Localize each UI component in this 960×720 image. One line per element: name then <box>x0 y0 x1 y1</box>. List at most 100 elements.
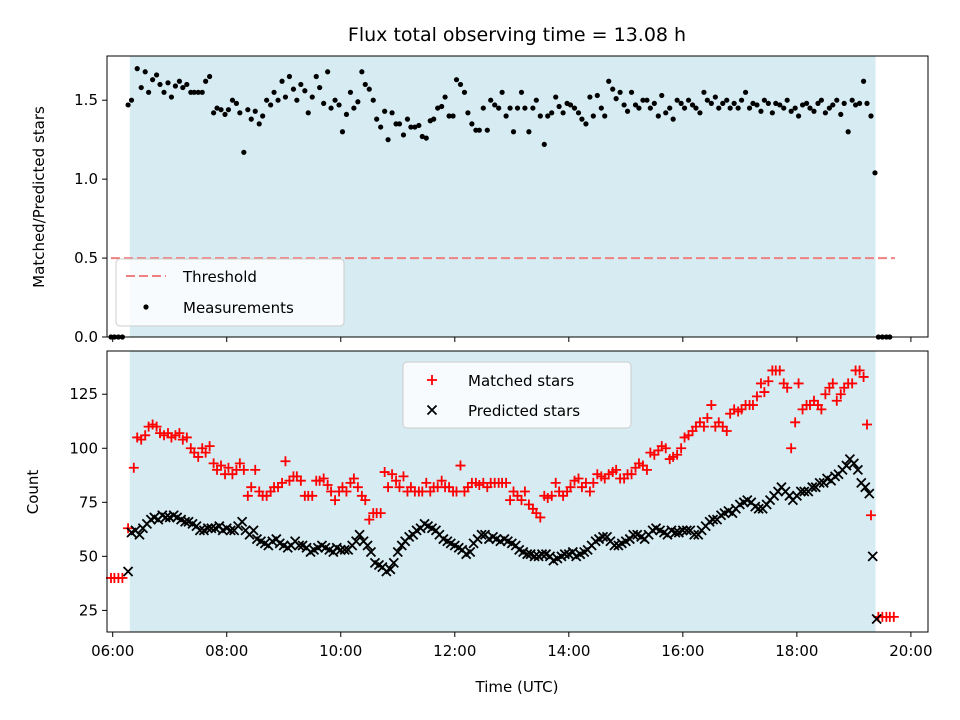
data-point <box>670 116 676 122</box>
data-point <box>613 96 619 102</box>
data-point <box>328 105 334 111</box>
data-point <box>375 508 386 519</box>
data-point <box>807 105 813 111</box>
data-point <box>408 124 414 130</box>
data-point <box>706 400 717 411</box>
data-point <box>830 102 836 108</box>
data-point <box>140 430 151 441</box>
data-point <box>602 113 608 119</box>
data-point <box>355 99 361 105</box>
data-point <box>461 89 468 95</box>
data-point <box>476 529 487 540</box>
data-point <box>351 105 357 111</box>
data-point <box>492 102 498 108</box>
data-point <box>128 462 139 473</box>
data-point <box>651 100 657 106</box>
data-point <box>519 486 530 497</box>
data-point <box>335 544 346 555</box>
data-point <box>330 495 341 506</box>
data-point <box>827 378 838 389</box>
data-point <box>168 94 175 100</box>
data-point <box>202 523 214 534</box>
data-point <box>609 540 620 551</box>
data-point <box>222 111 228 118</box>
data-point <box>446 113 452 119</box>
data-point <box>341 486 352 497</box>
data-point <box>818 97 824 103</box>
data-point <box>442 94 448 100</box>
data-point <box>611 464 622 475</box>
data-point <box>867 551 878 562</box>
data-point <box>550 477 561 488</box>
data-point <box>211 110 217 116</box>
data-point <box>702 413 713 424</box>
data-point <box>621 102 627 108</box>
data-point <box>455 460 466 471</box>
data-point <box>701 89 707 95</box>
data-point <box>394 482 405 493</box>
data-point <box>820 389 831 400</box>
data-point <box>236 516 248 527</box>
data-point <box>138 84 144 91</box>
data-point <box>864 488 875 499</box>
data-point <box>731 100 737 106</box>
data-point <box>782 382 793 393</box>
data-point <box>359 69 365 75</box>
data-point <box>370 97 376 103</box>
data-point <box>496 105 502 111</box>
data-point <box>339 129 346 135</box>
data-point <box>234 458 245 469</box>
data-point <box>503 113 509 119</box>
legend-measurements-label: Measurements <box>183 299 294 317</box>
data-point <box>773 100 779 106</box>
data-point <box>277 477 288 488</box>
data-point <box>803 100 810 106</box>
data-point <box>672 449 683 460</box>
data-point <box>134 66 140 72</box>
data-point <box>387 469 398 480</box>
data-point <box>834 97 840 103</box>
data-point <box>845 129 851 135</box>
data-point <box>822 110 828 116</box>
data-point <box>565 482 576 493</box>
data-point <box>157 81 163 88</box>
data-point <box>238 464 249 475</box>
data-point <box>146 89 152 95</box>
data-point <box>598 105 604 111</box>
data-point <box>751 391 762 402</box>
data-point <box>450 113 456 119</box>
data-point <box>792 105 798 111</box>
data-point <box>382 108 388 114</box>
x-tick-label: 08:00 <box>205 642 248 660</box>
data-point <box>237 110 243 116</box>
data-point <box>847 378 858 389</box>
data-point <box>514 105 521 111</box>
data-point <box>165 80 171 86</box>
data-point <box>396 121 403 127</box>
data-point <box>641 464 652 475</box>
x-tick-label: 10:00 <box>319 642 362 660</box>
data-point <box>587 94 593 100</box>
legend-threshold-label: Threshold <box>182 268 257 286</box>
data-point <box>268 102 274 108</box>
data-point <box>849 97 855 103</box>
data-point <box>640 97 646 103</box>
data-point <box>676 443 687 454</box>
data-point <box>693 105 699 111</box>
data-point <box>738 97 745 103</box>
data-point <box>351 536 362 547</box>
data-point <box>815 100 821 106</box>
data-point <box>364 514 375 525</box>
series-predicted-stars <box>122 453 882 625</box>
data-point <box>223 462 234 473</box>
data-point <box>302 88 308 94</box>
data-point <box>872 170 878 176</box>
data-point <box>122 566 134 577</box>
data-point <box>560 110 566 116</box>
y-tick-label: 0.0 <box>74 328 98 346</box>
data-point <box>704 97 710 103</box>
data-point <box>549 110 555 116</box>
legend-bottom: Matched stars Predicted stars <box>402 361 632 429</box>
data-point <box>181 432 192 443</box>
data-point <box>154 72 160 78</box>
